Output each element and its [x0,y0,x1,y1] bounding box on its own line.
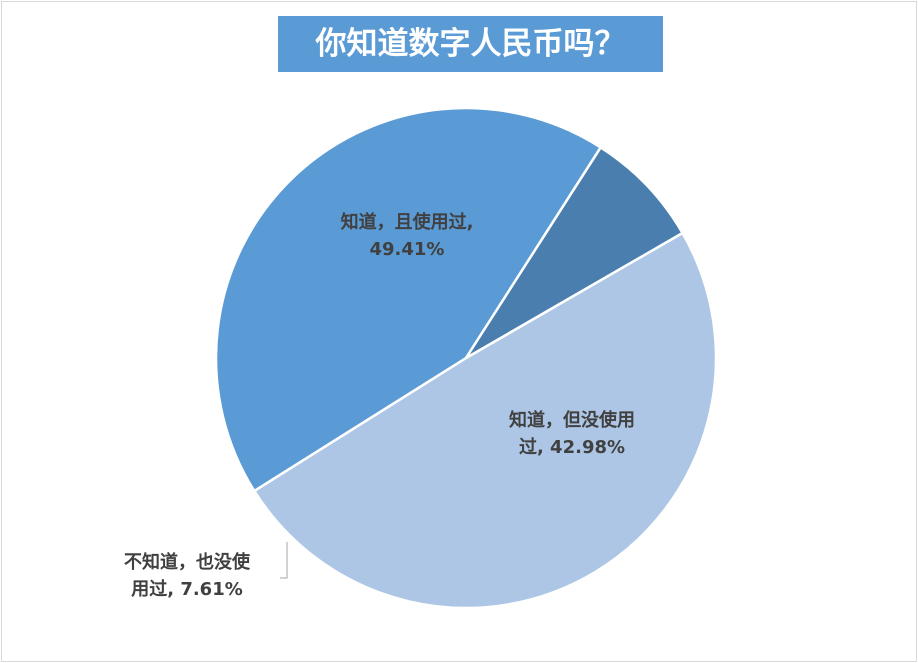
data-label-line: 知道，且使用过, [341,211,474,233]
data-label-line: 知道，但没使用 [509,409,635,431]
data-label-line: 49.41% [370,239,445,260]
chart-title: 你知道数字人民币吗？ [315,25,626,62]
pie-slice-known-not-used [214,106,603,493]
pie-slice-used [252,231,718,610]
pie-slices [214,106,718,610]
data-label-line: 不知道，也没使 [124,551,251,573]
data-label-line: 过, 42.98% [519,436,625,458]
pie-slice-unknown [464,145,685,360]
chart-title-box: 你知道数字人民币吗？ [278,16,663,72]
data-label-used: 知道，且使用过, 49.41% [341,211,474,260]
leader-line-unknown [280,542,288,579]
data-label-line: 用过, 7.61% [131,578,243,600]
